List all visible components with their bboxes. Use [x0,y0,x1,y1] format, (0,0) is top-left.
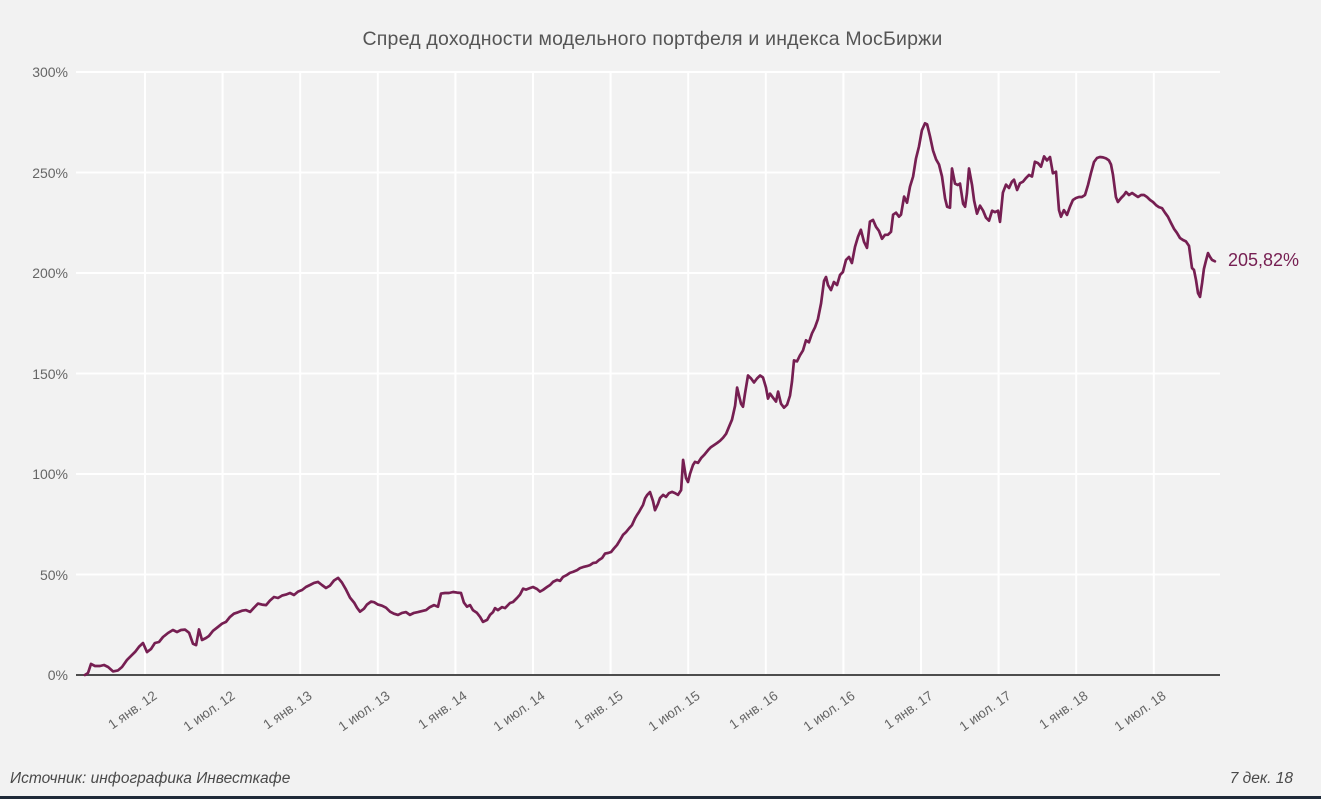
bottom-border-bar [0,796,1321,799]
last-value-label: 205,82% [1227,250,1299,271]
chart-title: Спред доходности модельного портфеля и и… [362,28,943,50]
y-tick-label: 250% [32,164,68,181]
y-tick-label: 100% [32,466,68,482]
source-caption: Источник: инфографика Инвесткафе [10,770,291,787]
y-tick-label: 150% [32,365,68,382]
y-tick-label: 50% [39,566,68,583]
y-tick-label: 300% [32,64,68,80]
spread-series-line [83,121,1217,677]
date-caption: 7 дек. 18 [1229,770,1293,787]
y-tick-label: 0% [47,667,68,683]
y-tick-label: 200% [32,265,68,281]
